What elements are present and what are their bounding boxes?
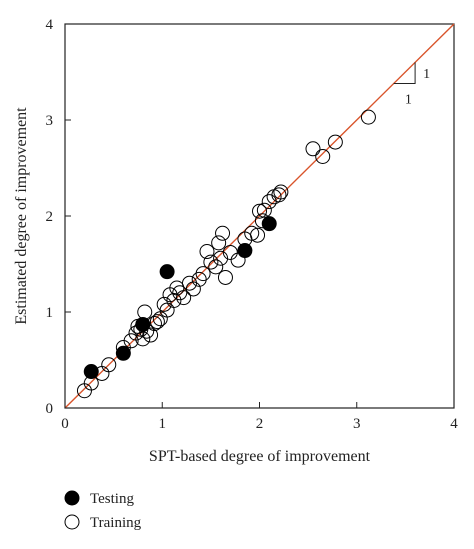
y-tick-label: 4 [46, 17, 54, 33]
data-point-training [327, 134, 343, 150]
data-point-training [137, 304, 153, 320]
data-point-training [305, 141, 321, 157]
data-point-training [252, 203, 267, 219]
slope-run-label: 1 [405, 93, 412, 108]
x-tick-label: 1 [159, 416, 167, 432]
data-point-testing [115, 345, 131, 361]
data-point-training [273, 184, 289, 200]
data-point-training [217, 269, 233, 285]
data-point-testing [83, 364, 99, 380]
data-point-training [185, 281, 201, 297]
data-point-training [166, 292, 182, 308]
data-point-training [159, 302, 175, 318]
slope-rise-label: 1 [423, 67, 430, 82]
data-point-testing [135, 316, 151, 332]
y-tick-label: 2 [46, 209, 54, 225]
data-point-training [244, 225, 260, 241]
x-tick-label: 0 [61, 416, 69, 432]
data-point-training [123, 333, 139, 349]
legend-label-testing: Testing [90, 491, 134, 507]
data-point-training [143, 327, 159, 343]
data-point-training [256, 202, 272, 218]
x-tick-label: 4 [450, 416, 458, 432]
data-point-training [176, 290, 192, 306]
data-point-training [172, 285, 188, 301]
plot-area: 0 1 2 3 4 0 1 2 3 4 1 1 [46, 17, 459, 432]
data-point-training [199, 244, 215, 260]
data-point-training [213, 250, 229, 266]
data-points [76, 109, 376, 399]
data-point-training [101, 357, 117, 373]
y-tick-label: 0 [46, 401, 54, 417]
y-axis-title: Estimated degree of improvement [13, 107, 30, 325]
axis-ticks: 0 1 2 3 4 0 1 2 3 4 [46, 17, 459, 432]
data-point-training [211, 235, 227, 251]
legend-marker-training [64, 514, 80, 530]
data-point-training [360, 109, 376, 125]
slope-triangle [393, 62, 416, 85]
x-axis-title: SPT-based degree of improvement [149, 448, 371, 465]
data-point-training [222, 244, 238, 260]
data-point-training [203, 254, 219, 270]
data-point-training [208, 259, 224, 275]
data-point-training [271, 187, 287, 203]
x-tick-label: 2 [256, 416, 264, 432]
y-tick-label: 3 [46, 113, 54, 129]
data-point-training [195, 266, 211, 282]
legend-label-training: Training [90, 515, 142, 531]
data-point-training [215, 225, 231, 241]
data-point-testing [159, 264, 175, 280]
x-tick-label: 3 [353, 416, 361, 432]
data-point-testing [261, 216, 277, 232]
legend-marker-testing [64, 490, 80, 506]
data-point-training [315, 148, 331, 164]
data-point-testing [237, 243, 253, 259]
legend: Testing Training [64, 490, 142, 531]
data-point-training [250, 227, 266, 243]
y-tick-label: 1 [46, 305, 54, 321]
slope-annotation: 1 1 [393, 62, 430, 108]
data-point-training [149, 314, 165, 330]
